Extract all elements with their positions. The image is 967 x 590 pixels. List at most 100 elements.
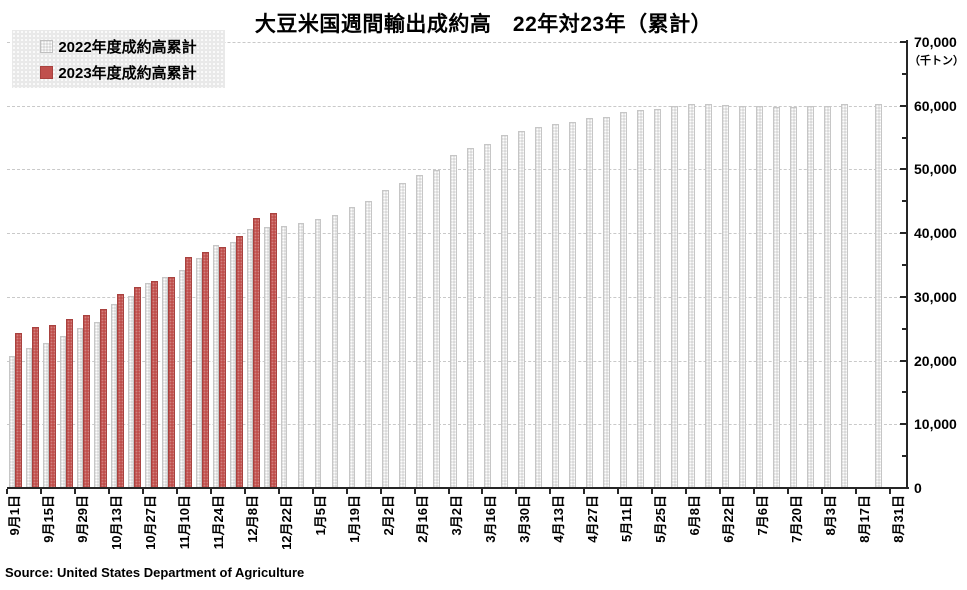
bar-2022 <box>874 103 882 488</box>
bar-2023 <box>66 319 74 488</box>
bar-2022 <box>382 190 390 488</box>
bar-2023 <box>49 324 57 488</box>
bar-2023 <box>185 257 192 488</box>
bar-2022 <box>603 116 610 488</box>
bar-2023 <box>15 332 23 488</box>
x-axis-label-text: 3月2日 <box>449 495 464 536</box>
bar-2022 <box>654 108 661 488</box>
x-axis-label-text: 10月13日 <box>109 495 125 550</box>
bar-2023 <box>100 308 107 488</box>
x-axis-tick <box>73 489 76 494</box>
y-axis-major-tick <box>900 232 906 235</box>
bar-2023 <box>32 327 40 488</box>
bar-2022 <box>688 103 695 488</box>
bar-2022 <box>823 106 831 488</box>
x-axis-tick <box>277 489 280 494</box>
x-axis-tick <box>6 489 8 494</box>
bar-2022 <box>620 112 627 488</box>
bar-2022 <box>671 105 678 488</box>
x-axis-label-text: 3月16日 <box>482 495 498 543</box>
x-axis-label-text: 8月17日 <box>856 495 872 543</box>
x-axis-label-text: 5月11日 <box>618 495 634 542</box>
x-axis-tick <box>141 489 144 494</box>
x-axis-label-text: 7月20日 <box>788 495 804 543</box>
y-axis-label: 30,000 <box>914 288 957 305</box>
x-axis-label-text: 1月5日 <box>313 495 329 536</box>
gridline <box>7 424 907 426</box>
y-axis-major-tick <box>900 359 906 362</box>
y-axis-minor-tick <box>902 200 906 203</box>
legend-marker-2023-icon <box>40 65 54 79</box>
bar-2022 <box>229 242 237 488</box>
bar-2022 <box>263 227 271 488</box>
x-axis-tick <box>447 489 450 494</box>
bar-2022 <box>314 218 322 488</box>
bar-2022 <box>416 175 424 488</box>
y-axis-major-tick <box>900 104 906 107</box>
x-axis-tick <box>481 489 484 494</box>
gridline <box>7 360 907 362</box>
x-axis-label-text: 7月6日 <box>754 495 770 536</box>
y-axis-label: 60,000 <box>914 97 957 114</box>
x-axis-tick <box>39 489 42 494</box>
legend-item-2023: 2023年度成約高累計 <box>40 62 197 83</box>
bar-2023 <box>134 287 141 488</box>
bar-2022 <box>331 214 339 488</box>
x-axis-label-text: 10月27日 <box>143 495 159 550</box>
x-axis-label-text: 12月8日 <box>245 495 261 543</box>
x-axis-label-text: 9月1日 <box>7 495 23 536</box>
x-axis-tick <box>311 489 314 494</box>
bar-2023 <box>270 212 277 488</box>
x-axis-label-text: 6月22日 <box>720 495 736 543</box>
x-axis-tick <box>583 489 586 494</box>
x-axis-label-text: 4月13日 <box>550 495 566 543</box>
y-axis-minor-tick <box>902 136 906 139</box>
bar-2022 <box>790 107 797 488</box>
gridline <box>7 296 907 298</box>
bar-2022 <box>178 270 186 488</box>
bar-2022 <box>535 127 542 488</box>
bar-2022 <box>348 207 356 488</box>
x-axis-tick <box>549 489 552 494</box>
y-axis-major-tick <box>900 168 906 171</box>
y-axis-label: 0 <box>914 480 922 496</box>
bar-2022 <box>42 342 50 488</box>
x-axis-tick <box>175 489 178 494</box>
x-axis-tick <box>685 489 688 494</box>
y-axis-label: 40,000 <box>914 225 957 242</box>
bar-2022 <box>212 245 220 488</box>
bar-2022 <box>467 148 474 488</box>
bar-2022 <box>501 135 508 488</box>
x-axis-tick <box>719 489 722 494</box>
y-axis-major-tick <box>900 487 906 489</box>
y-axis-unit: （千トン） <box>909 55 964 67</box>
bar-2023 <box>168 277 175 488</box>
x-axis-tick <box>107 489 110 494</box>
bar-2022 <box>450 154 457 488</box>
x-axis-label-text: 8月31日 <box>890 495 906 543</box>
bar-2022 <box>399 182 407 488</box>
x-axis-label-text: 5月25日 <box>652 495 668 543</box>
bar-2022 <box>722 105 729 488</box>
x-axis-label-text: 11月24日 <box>211 495 227 550</box>
y-axis-major-tick <box>900 295 906 298</box>
x-axis-label-text: 1月19日 <box>347 495 363 543</box>
gridline <box>7 42 907 43</box>
bar-2023 <box>117 294 124 488</box>
y-axis-minor-tick <box>902 455 906 458</box>
x-axis-label-text: 11月10日 <box>177 495 193 550</box>
bar-2022 <box>637 110 644 488</box>
x-axis-tick <box>379 489 382 494</box>
x-axis-label-text: 3月30日 <box>516 495 532 543</box>
x-axis-tick <box>753 489 756 494</box>
legend-label-2023: 2023年度成約高累計 <box>58 64 197 82</box>
bar-2022 <box>569 121 576 488</box>
y-axis-minor-tick <box>902 391 906 394</box>
x-axis-tick <box>515 489 518 494</box>
y-axis-minor-tick <box>902 264 906 266</box>
x-axis-tick <box>855 489 858 494</box>
bar-2022 <box>773 107 780 488</box>
y-axis-major-tick <box>900 423 906 426</box>
gridline <box>7 233 907 235</box>
